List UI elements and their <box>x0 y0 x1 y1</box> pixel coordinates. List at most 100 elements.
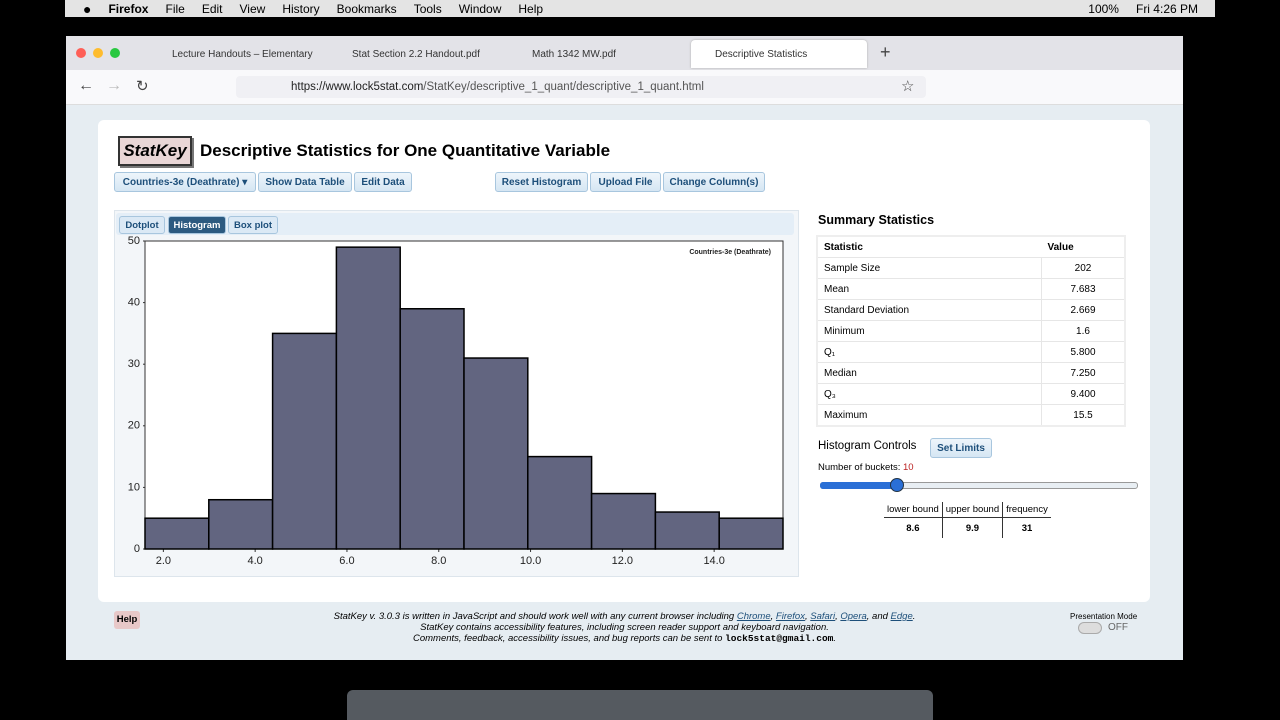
bar <box>271 332 338 550</box>
footer-text: , <box>804 611 811 622</box>
app-name[interactable]: Firefox <box>108 1 149 16</box>
bucket-cell: 9.9 <box>941 517 1003 538</box>
y-tick-label: 10 <box>128 481 140 493</box>
menu-item[interactable]: Bookmarks <box>336 1 397 16</box>
x-tick-label: 10.0 <box>520 555 541 567</box>
y-tick-label: 30 <box>128 358 140 370</box>
battery: 100% <box>1088 1 1119 16</box>
back[interactable]: ← <box>78 77 94 94</box>
menu-item[interactable]: View <box>239 1 266 16</box>
bar <box>335 246 401 550</box>
summary-cell: Maximum <box>817 404 1042 427</box>
slider-thumb[interactable] <box>890 478 904 492</box>
apple-icon[interactable]: ● <box>83 0 92 17</box>
plot-tab[interactable]: Dotplot <box>119 216 165 234</box>
new-tab[interactable]: + <box>880 42 891 62</box>
browser-link[interactable]: Firefox <box>775 611 805 622</box>
footer-text: StatKey v. 3.0.3 is written in JavaScrip… <box>333 611 737 622</box>
browser-link[interactable]: Opera <box>840 611 867 622</box>
browser-link[interactable]: Safari <box>810 611 836 622</box>
toolbar-button[interactable]: Edit Data <box>354 172 412 192</box>
summary-header: Statistic Value <box>817 236 1125 258</box>
controls-title: Histogram Controls <box>818 440 917 452</box>
buckets-value: 10 <box>903 462 914 473</box>
bar <box>144 517 210 550</box>
x-tick-label: 2.0 <box>156 555 171 567</box>
bookmark-star[interactable]: ☆ <box>901 78 915 95</box>
set-limits[interactable]: Set Limits <box>930 438 992 458</box>
menu-item[interactable]: Tools <box>413 1 442 16</box>
logo[interactable]: StatKey <box>118 136 192 166</box>
summary-row: Standard Deviation 2.669 <box>817 299 1125 321</box>
toggle[interactable] <box>1078 622 1102 634</box>
footer-text: Comments, feedback, accessibility issues… <box>412 633 726 644</box>
summary-cell: Minimum <box>817 320 1042 342</box>
close[interactable] <box>76 48 86 58</box>
presentation-label: Presentation Mode <box>1070 612 1138 621</box>
buckets-label: Number of buckets: <box>818 462 901 473</box>
plot-tab[interactable]: Histogram <box>168 216 226 234</box>
bucket-header-cell: lower bound <box>884 502 943 518</box>
toolbar-button[interactable]: Reset Histogram <box>495 172 588 192</box>
zoom[interactable] <box>110 48 120 58</box>
browser-link[interactable]: Edge <box>890 611 913 622</box>
bucket-row: 8.6 9.9 31 <box>884 517 1051 538</box>
browser-tab[interactable]: Math 1342 MW.pdf <box>532 48 616 60</box>
histogram: Countries-3e (Deathrate) 0 10 20 30 40 50 2.0 4.… <box>128 235 784 567</box>
forward[interactable]: → <box>106 77 122 94</box>
bucket-header: lower bound upper bound frequency <box>884 502 1051 518</box>
clock: Fri 4:26 PM <box>1135 1 1198 16</box>
url-bar[interactable]: https://www.lock5stat.com/StatKey/descri… <box>236 76 926 98</box>
plot-tab[interactable]: Box plot <box>228 216 278 234</box>
footer: StatKey v. 3.0.3 is written in JavaScrip… <box>66 611 1183 644</box>
summary-title: Summary Statistics <box>818 213 935 227</box>
footer-text: , and <box>866 611 891 622</box>
toolbar-button[interactable]: Upload File <box>590 172 661 192</box>
x-tick-label: 14.0 <box>703 555 724 567</box>
y-tick-label: 50 <box>128 235 140 247</box>
summary-row: Minimum 1.6 <box>817 320 1125 342</box>
menu-item[interactable]: File <box>165 1 185 16</box>
x-tick-label: 4.0 <box>248 555 263 567</box>
summary-cell: Standard Deviation <box>817 299 1042 321</box>
dataset-label: Countries-3e (Deathrate) <box>122 176 240 188</box>
browser-tab[interactable]: Lecture Handouts – Elementary <box>172 48 313 60</box>
browser-window: + Lecture Handouts – Elementary Stat Sect… <box>66 36 1183 660</box>
summary-row: Mean 7.683 <box>817 278 1125 300</box>
page-title: Descriptive Statistics for One Quantitat… <box>200 141 611 160</box>
browser-tab[interactable]: Stat Section 2.2 Handout.pdf <box>352 48 480 60</box>
slider-fill <box>820 482 896 489</box>
nav-bar: ← → ↻ https://www.lock5stat.com/StatKey/… <box>66 70 1183 105</box>
y-tick-label: 20 <box>128 420 140 432</box>
header-cell: Statistic <box>817 236 1042 258</box>
help-button[interactable]: Help <box>114 611 140 629</box>
summary-cell: Median <box>817 362 1042 384</box>
plot-tabbar <box>116 213 794 235</box>
dataset-dropdown[interactable]: Countries-3e (Deathrate) ▾ <box>114 172 256 192</box>
summary-row: Sample Size 202 <box>817 257 1125 279</box>
menu-item[interactable]: Help <box>518 1 544 16</box>
summary-cell: Mean <box>817 278 1042 300</box>
url-path: /StatKey/descriptive_1_quant/descriptive… <box>423 81 704 93</box>
toolbar-button[interactable]: Show Data Table <box>258 172 352 192</box>
reload[interactable]: ↻ <box>136 78 149 95</box>
dock <box>347 690 933 720</box>
x-tick-label: 8.0 <box>431 555 446 567</box>
bar <box>463 357 529 550</box>
footer-text: , <box>770 611 776 622</box>
menu-item[interactable]: Window <box>458 1 502 16</box>
url-host: https://www.lock5stat.com <box>291 81 424 93</box>
menu-item[interactable]: Edit <box>201 1 223 16</box>
toolbar-button[interactable]: Change Column(s) <box>663 172 765 192</box>
minimize[interactable] <box>93 48 103 58</box>
summary-row: Q₃ 9.400 <box>817 383 1125 405</box>
summary-table: Statistic Value Sample Size 202 Mean 7.683 Sta… <box>816 235 1126 427</box>
footer-text: . <box>833 633 837 644</box>
menu-item[interactable]: History <box>282 1 320 16</box>
browser-link[interactable]: Chrome <box>736 611 771 622</box>
x-tick-label: 12.0 <box>612 555 633 567</box>
browser-tab[interactable]: Descriptive Statistics <box>691 40 867 68</box>
bucket-table: lower bound upper bound frequency 8.6 9.9 31 <box>884 502 1051 538</box>
summary-cell: 15.5 <box>1041 404 1125 427</box>
